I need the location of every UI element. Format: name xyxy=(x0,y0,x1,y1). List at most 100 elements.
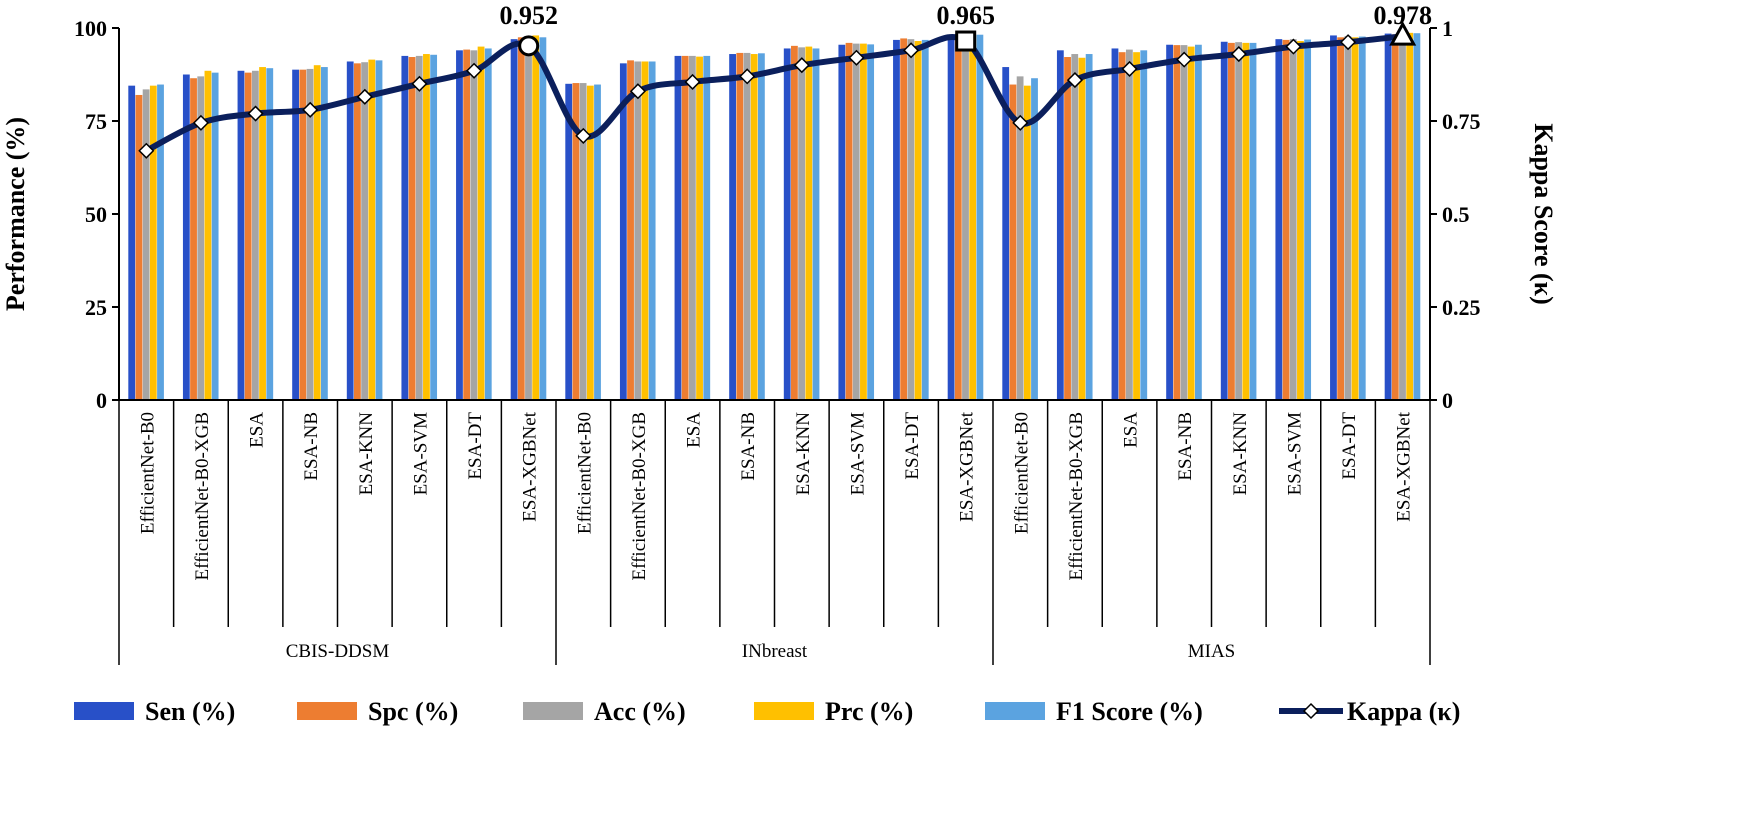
bar xyxy=(408,57,416,401)
bar xyxy=(812,48,820,401)
category-label: EfficientNet-B0-XGB xyxy=(629,412,650,581)
bar xyxy=(1140,50,1148,400)
bar xyxy=(354,63,361,401)
annotation-marker xyxy=(1389,21,1417,46)
category-label: EfficientNet-B0-XGB xyxy=(192,412,213,581)
legend-label: Acc (%) xyxy=(594,697,686,726)
right-tick-label: 0 xyxy=(1442,388,1453,413)
legend-swatch xyxy=(297,702,357,720)
bar xyxy=(1118,52,1126,401)
annotation-marker xyxy=(518,35,540,57)
bar xyxy=(1023,85,1031,400)
bar xyxy=(757,53,765,401)
category-label: ESA-SVM xyxy=(1284,412,1305,496)
bar xyxy=(1399,33,1406,400)
bar xyxy=(532,35,540,400)
bar xyxy=(1220,41,1228,400)
bar xyxy=(619,63,627,401)
bar xyxy=(361,62,369,400)
kappa-point xyxy=(848,49,865,66)
category-label: ESA-NB xyxy=(738,412,759,481)
bar xyxy=(259,67,266,400)
bar xyxy=(648,61,656,400)
bar xyxy=(893,39,900,401)
bar xyxy=(1180,45,1188,401)
legend-label: Prc (%) xyxy=(825,697,913,726)
category-label: ESA xyxy=(247,412,268,448)
kappa-point xyxy=(247,105,264,122)
category-label: ESA-NB xyxy=(301,412,322,481)
annotation-label: 0.965 xyxy=(936,1,995,30)
bar xyxy=(1358,36,1366,401)
bar xyxy=(976,34,984,400)
left-tick-label: 50 xyxy=(85,202,107,227)
bar xyxy=(375,60,383,401)
bar xyxy=(634,61,642,400)
kappa-point xyxy=(1176,51,1193,68)
kappa-line xyxy=(144,33,1404,154)
bar xyxy=(681,55,689,401)
axes-layer xyxy=(112,27,1437,665)
legend-marker xyxy=(1302,702,1320,720)
category-label: ESA-NB xyxy=(1175,412,1196,481)
category-label: ESA-DT xyxy=(902,412,923,480)
bar xyxy=(470,50,478,400)
bar xyxy=(1235,42,1243,400)
legend-label: F1 Score (%) xyxy=(1056,697,1203,726)
kappa-point xyxy=(684,73,701,91)
bar xyxy=(1187,46,1195,400)
bar xyxy=(783,48,791,401)
bar xyxy=(729,54,736,400)
group-label: INbreast xyxy=(742,641,808,662)
kappa-point xyxy=(1012,114,1029,131)
left-tick-label: 0 xyxy=(96,388,107,413)
right-tick-label: 0.5 xyxy=(1442,202,1470,227)
bar xyxy=(368,59,376,401)
bar xyxy=(1242,42,1250,400)
bar xyxy=(947,37,955,401)
bar xyxy=(1133,52,1140,401)
bar xyxy=(142,89,150,400)
legend-swatch xyxy=(754,702,814,720)
bar xyxy=(1384,33,1392,400)
bar xyxy=(313,65,321,400)
right-tick-label: 1 xyxy=(1442,16,1453,41)
bar xyxy=(1071,54,1079,400)
bar xyxy=(430,54,438,400)
left-tick-label: 25 xyxy=(85,295,107,320)
annotation-label: 0.978 xyxy=(1373,1,1432,30)
bar xyxy=(750,54,758,400)
bar xyxy=(579,83,587,400)
kappa-point xyxy=(411,75,428,92)
bar xyxy=(900,38,908,401)
bar xyxy=(1289,39,1297,400)
legend-swatch xyxy=(523,702,583,720)
annotation-label: 0.952 xyxy=(499,1,558,30)
bars-layer xyxy=(128,32,1421,401)
kappa-point xyxy=(1121,60,1138,77)
bar xyxy=(1173,45,1181,401)
bar xyxy=(627,60,634,401)
bar xyxy=(244,72,252,400)
bar xyxy=(415,55,423,401)
bar xyxy=(572,83,580,400)
kappa-point xyxy=(466,62,483,79)
bar xyxy=(463,49,471,400)
bar xyxy=(962,36,969,401)
bar xyxy=(1166,44,1173,401)
group-label: CBIS-DDSM xyxy=(286,641,390,662)
kappa-point xyxy=(739,68,756,85)
category-label: EfficientNet-B0 xyxy=(1011,412,1032,534)
kappa-point xyxy=(1285,38,1302,55)
bar xyxy=(1194,44,1202,401)
bar xyxy=(838,44,846,401)
bar xyxy=(852,43,860,401)
kappa-point xyxy=(793,57,810,74)
bar xyxy=(539,37,547,401)
category-label: ESA-SVM xyxy=(847,412,868,496)
bar xyxy=(197,76,205,401)
bar xyxy=(1406,32,1414,401)
bar xyxy=(845,42,853,400)
bar xyxy=(1275,39,1283,400)
bar xyxy=(306,68,314,401)
